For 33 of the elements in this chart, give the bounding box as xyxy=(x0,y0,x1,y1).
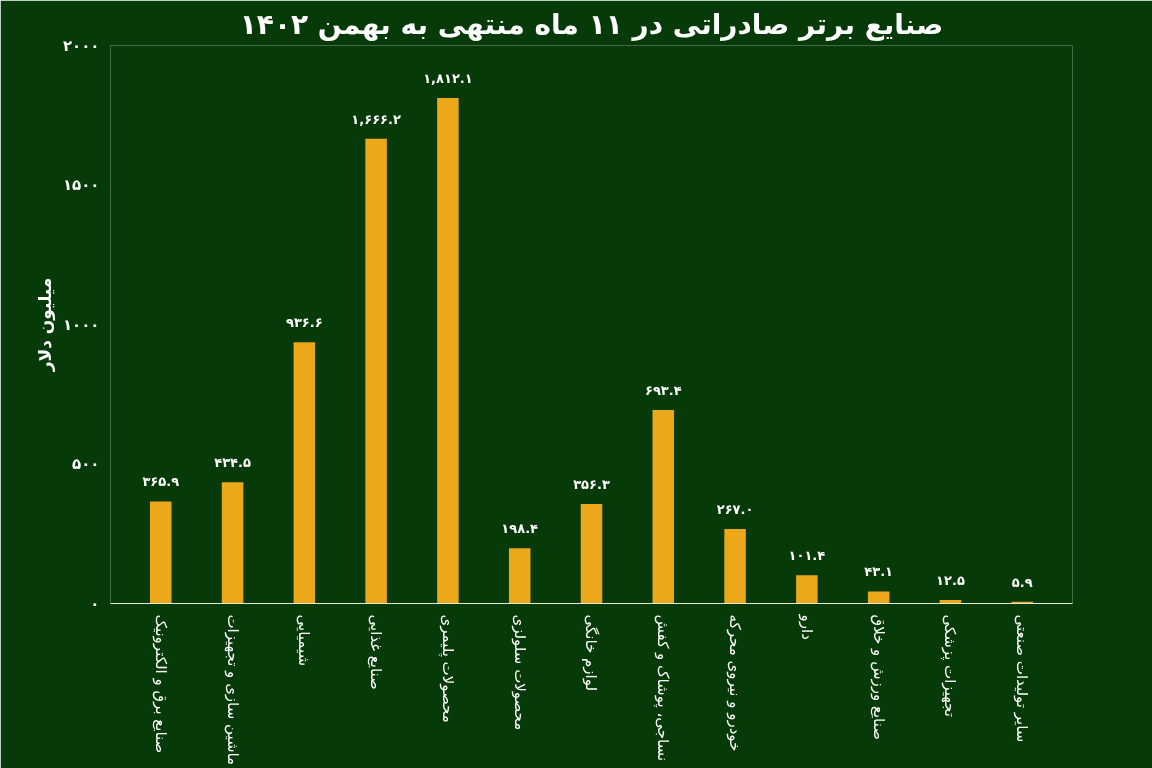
data-label: ۴۳.۱ xyxy=(864,564,894,580)
x-tick-label: لوازم خانگی xyxy=(582,614,601,692)
x-tick-label: صنایع ورزش و خلاق xyxy=(869,614,888,740)
chart-title: صنایع برتر صادراتی در ۱۱ ماه منتهی به بهمن ۱۴۰۲ xyxy=(239,7,944,41)
data-label: ۲۶۷.۰ xyxy=(716,502,754,518)
data-label: ۵.۹ xyxy=(1011,574,1033,590)
data-label: ۶۹۳.۴ xyxy=(644,383,682,399)
x-tick-label: صنایع برق و الکترونیک xyxy=(151,614,170,754)
data-label: ۱۰۱.۴ xyxy=(788,548,826,564)
data-label: ۱,۶۶۶.۲ xyxy=(351,111,401,127)
y-tick-label: ۰ xyxy=(90,594,100,613)
y-tick-label: ۱۵۰۰ xyxy=(62,176,100,194)
y-tick-label: ۲۰۰۰ xyxy=(62,36,100,55)
x-tick-label: ماشین سازی و تجهیزات xyxy=(223,614,242,766)
y-tick-label: ۱۰۰۰ xyxy=(62,315,100,334)
data-label: ۱۲.۵ xyxy=(936,573,965,589)
y-tick-label: ۵۰۰ xyxy=(72,455,100,473)
x-tick-label: سایر تولیدات صنعتی xyxy=(1013,614,1032,743)
x-tick-label: نساجی، پوشاک و کفش xyxy=(653,614,673,762)
x-tick-label: محصولات پلیمری xyxy=(437,614,457,723)
x-tick-label: خودرو و نیروی محرکه xyxy=(726,614,745,752)
data-label: ۹۳۶.۶ xyxy=(286,315,323,331)
y-axis-title: میلیون دلار xyxy=(34,277,56,373)
data-label: ۳۵۶.۳ xyxy=(573,477,610,493)
data-label: ۱,۸۱۲.۱ xyxy=(423,70,473,86)
x-tick-label: شیمیایی xyxy=(295,614,314,667)
x-tick-label: صنایع غذایی xyxy=(367,614,386,690)
x-tick-label: دارو xyxy=(797,613,816,640)
x-tick-label: محصولات سلولزی xyxy=(510,614,529,731)
data-label: ۴۳۴.۵ xyxy=(214,455,251,471)
x-tick-label: تجهیزات پزشکی xyxy=(940,614,960,717)
data-label: ۱۹۸.۴ xyxy=(501,521,539,537)
data-label: ۳۶۵.۹ xyxy=(142,474,180,490)
